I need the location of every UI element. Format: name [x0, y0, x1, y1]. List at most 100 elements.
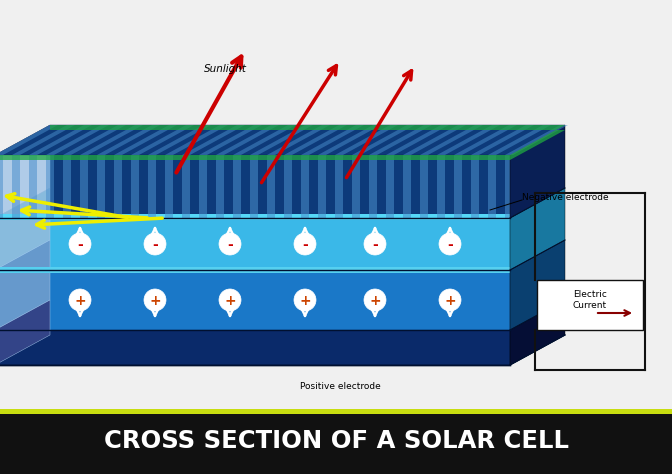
Polygon shape [182, 125, 245, 155]
Polygon shape [267, 155, 275, 218]
Polygon shape [0, 125, 565, 155]
Polygon shape [0, 240, 50, 330]
Polygon shape [488, 155, 496, 218]
Polygon shape [97, 155, 105, 218]
Circle shape [144, 233, 166, 255]
Circle shape [294, 233, 316, 255]
Text: CROSS SECTION OF A SOLAR CELL: CROSS SECTION OF A SOLAR CELL [103, 429, 569, 454]
Text: Negative electrode: Negative electrode [522, 193, 609, 202]
Polygon shape [80, 155, 88, 218]
Polygon shape [352, 155, 360, 218]
Polygon shape [0, 300, 50, 365]
Circle shape [69, 233, 91, 255]
Polygon shape [505, 155, 513, 218]
Polygon shape [12, 155, 20, 218]
Polygon shape [199, 125, 262, 155]
Circle shape [439, 233, 461, 255]
Text: -: - [152, 238, 158, 252]
Bar [0, 409, 672, 474]
Polygon shape [148, 125, 211, 155]
Polygon shape [510, 125, 565, 218]
Circle shape [219, 233, 241, 255]
Text: -: - [372, 238, 378, 252]
Polygon shape [454, 155, 462, 218]
Text: +: + [224, 294, 236, 308]
Circle shape [294, 289, 316, 311]
Polygon shape [131, 125, 194, 155]
Circle shape [364, 289, 386, 311]
Polygon shape [0, 330, 510, 365]
Polygon shape [335, 125, 398, 155]
Polygon shape [63, 125, 126, 155]
Text: Electric
Current: Electric Current [573, 290, 607, 310]
Text: Positive electrode: Positive electrode [300, 382, 380, 391]
Polygon shape [0, 218, 510, 270]
Polygon shape [510, 300, 565, 365]
Polygon shape [29, 155, 37, 218]
Text: +: + [369, 294, 381, 308]
Polygon shape [505, 125, 568, 155]
Circle shape [144, 289, 166, 311]
Polygon shape [97, 125, 160, 155]
Polygon shape [488, 125, 551, 155]
Polygon shape [335, 155, 343, 218]
Polygon shape [80, 125, 143, 155]
Polygon shape [0, 155, 510, 218]
Polygon shape [233, 125, 296, 155]
Text: +: + [444, 294, 456, 308]
Circle shape [439, 289, 461, 311]
Polygon shape [403, 125, 466, 155]
Text: +: + [149, 294, 161, 308]
Polygon shape [0, 125, 50, 218]
Polygon shape [437, 125, 500, 155]
Polygon shape [369, 155, 377, 218]
Polygon shape [46, 125, 109, 155]
Polygon shape [420, 155, 428, 218]
Bar [0, 409, 672, 414]
Text: Sunlight: Sunlight [204, 64, 247, 74]
Polygon shape [131, 155, 139, 218]
Polygon shape [301, 125, 364, 155]
Polygon shape [233, 155, 241, 218]
Polygon shape [63, 155, 71, 218]
Polygon shape [216, 125, 279, 155]
Polygon shape [284, 155, 292, 218]
Circle shape [364, 233, 386, 255]
Polygon shape [437, 155, 445, 218]
Polygon shape [471, 155, 479, 218]
Polygon shape [165, 125, 228, 155]
Polygon shape [301, 155, 309, 218]
Polygon shape [510, 240, 565, 330]
Polygon shape [284, 125, 347, 155]
Text: +: + [299, 294, 311, 308]
Polygon shape [267, 125, 330, 155]
Polygon shape [148, 155, 156, 218]
Polygon shape [0, 270, 510, 330]
Polygon shape [114, 125, 177, 155]
Polygon shape [0, 214, 510, 220]
Text: -: - [77, 238, 83, 252]
Polygon shape [403, 155, 411, 218]
Polygon shape [46, 155, 54, 218]
Polygon shape [250, 125, 313, 155]
Polygon shape [182, 155, 190, 218]
Polygon shape [114, 155, 122, 218]
Polygon shape [420, 125, 483, 155]
Text: -: - [447, 238, 453, 252]
Polygon shape [318, 125, 381, 155]
Polygon shape [12, 125, 75, 155]
Text: -: - [227, 238, 233, 252]
Polygon shape [216, 155, 224, 218]
Polygon shape [165, 155, 173, 218]
Polygon shape [0, 155, 3, 218]
Polygon shape [0, 188, 50, 270]
Circle shape [69, 289, 91, 311]
Text: +: + [74, 294, 86, 308]
Polygon shape [29, 125, 92, 155]
Bar [0, 0, 672, 410]
Polygon shape [386, 125, 449, 155]
Polygon shape [369, 125, 432, 155]
Polygon shape [0, 267, 510, 273]
Bar [537, 280, 643, 330]
Circle shape [219, 289, 241, 311]
